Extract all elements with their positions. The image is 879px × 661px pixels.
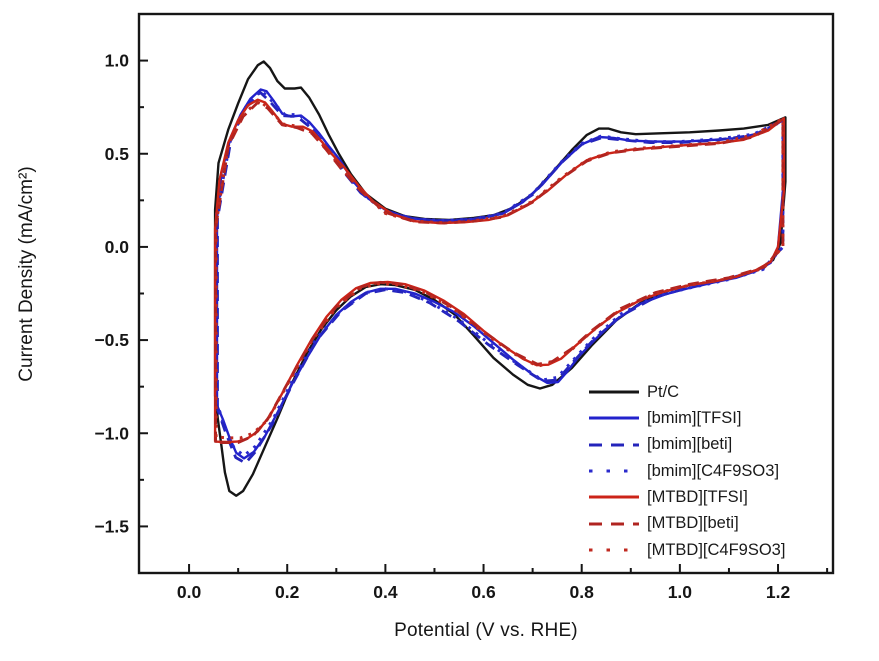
x-tick-label: 0.0 <box>177 582 202 602</box>
y-tick-label: −1.0 <box>94 423 129 443</box>
y-tick-label: 0.5 <box>105 144 130 164</box>
series-mtbd-tfsi <box>213 98 786 444</box>
legend-label: [MTBD][beti] <box>647 514 739 533</box>
y-tick-label: 1.0 <box>105 51 130 71</box>
legend-label: [bmim][TFSI] <box>647 409 742 428</box>
legend-line-sample <box>589 469 639 473</box>
legend-item-bmim-tfsi: [bmim][TFSI] <box>588 405 785 431</box>
y-tick-label: 0.0 <box>105 237 130 257</box>
legend-label: [bmim][beti] <box>647 435 733 454</box>
legend-item-mtbd-tfsi: [MTBD][TFSI] <box>588 484 785 510</box>
series-pt-c <box>213 60 787 497</box>
legend-item-pt-c: Pt/C <box>588 379 785 405</box>
legend-line-sample <box>589 390 639 394</box>
y-axis-label: Current Density (mA/cm²) <box>16 166 37 382</box>
y-tick-label: −0.5 <box>94 330 129 350</box>
legend-line-sample <box>589 548 639 552</box>
legend-line-sample <box>589 495 639 499</box>
x-tick-label: 1.0 <box>668 582 693 602</box>
legend-item-mtbd-c4f9so3: [MTBD][C4F9SO3] <box>588 537 785 563</box>
legend-line-sample <box>589 522 639 526</box>
legend-label: Pt/C <box>647 382 680 401</box>
x-axis-label: Potential (V vs. RHE) <box>394 620 578 641</box>
x-tick-label: 0.4 <box>373 582 398 602</box>
x-tick-label: 0.8 <box>570 582 595 602</box>
legend: Pt/C [bmim][TFSI] [bmim][beti] [bmim][C4F9S… <box>588 379 785 563</box>
legend-item-mtbd-beti: [MTBD][beti] <box>588 510 785 536</box>
y-tick-label: −1.5 <box>94 516 129 536</box>
series-mtbd-c4f9so3 <box>214 99 785 440</box>
legend-item-bmim-c4f9so3: [bmim][C4F9SO3] <box>588 458 785 484</box>
legend-label: [MTBD][C4F9SO3] <box>647 540 786 559</box>
x-tick-label: 0.6 <box>471 582 496 602</box>
legend-label: [MTBD][TFSI] <box>647 488 748 507</box>
x-tick-label: 1.2 <box>766 582 791 602</box>
legend-label: [bmim][C4F9SO3] <box>647 461 780 480</box>
legend-line-sample <box>589 443 639 447</box>
legend-item-bmim-beti: [bmim][beti] <box>588 432 785 458</box>
legend-line-sample <box>589 416 639 420</box>
x-tick-label: 0.2 <box>275 582 300 602</box>
